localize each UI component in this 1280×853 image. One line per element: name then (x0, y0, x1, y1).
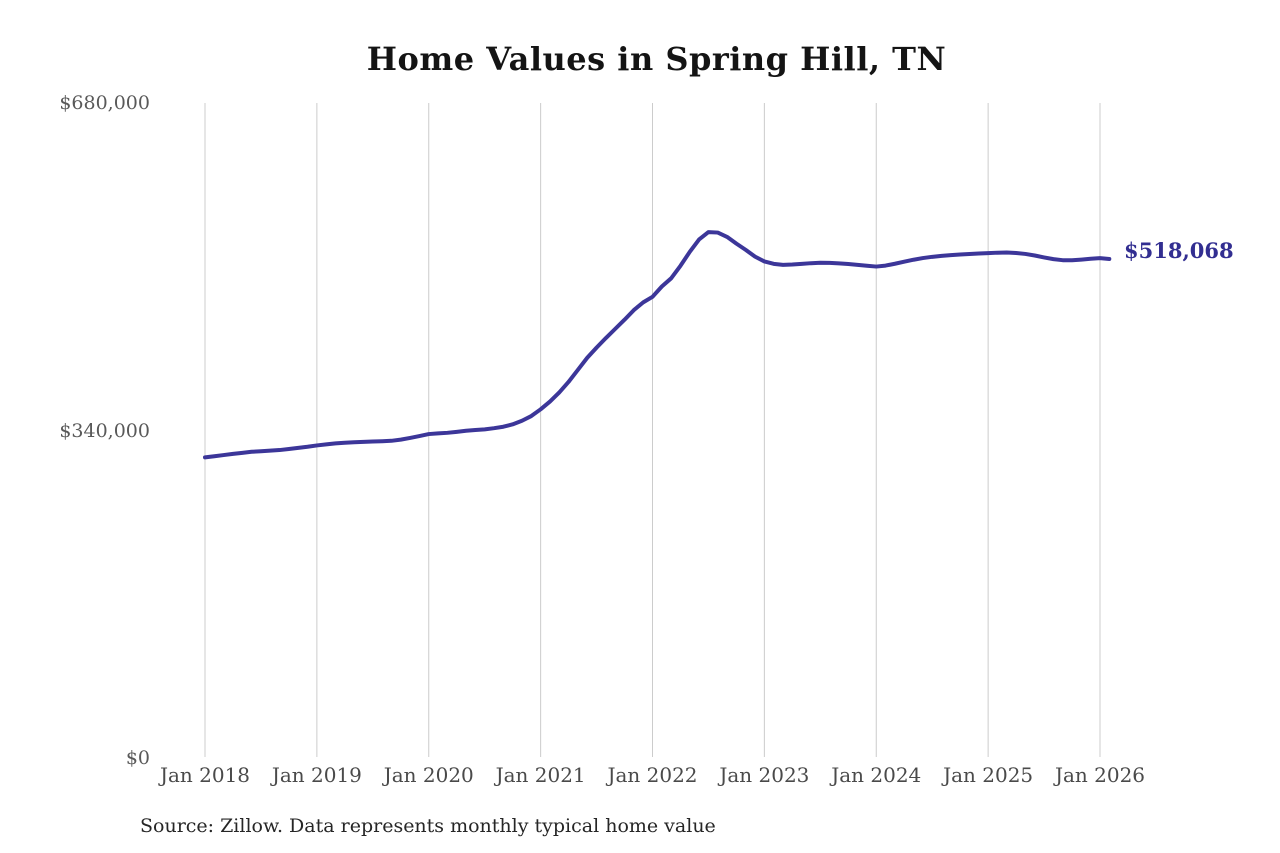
x-tick-jan-2020: Jan 2020 (383, 763, 474, 787)
x-tick-jan-2022: Jan 2022 (607, 763, 698, 787)
y-tick--340-000: $340,000 (59, 419, 150, 442)
x-tick-jan-2023: Jan 2023 (719, 763, 810, 787)
chart-title: Home Values in Spring Hill, TN (366, 40, 947, 78)
y-tick--0: $0 (125, 747, 150, 769)
home-value-line (203, 230, 1112, 460)
x-tick-jan-2026: Jan 2026 (1054, 763, 1146, 787)
latest-value-label: $518,068 (1124, 238, 1234, 263)
x-tick-jan-2021: Jan 2021 (495, 763, 586, 787)
x-tick-jan-2018: Jan 2018 (159, 763, 251, 787)
source-note: Source: Zillow. Data represents monthly … (140, 815, 716, 837)
x-tick-jan-2019: Jan 2019 (271, 763, 362, 787)
x-tick-jan-2025: Jan 2025 (943, 763, 1034, 787)
x-tick-jan-2024: Jan 2024 (831, 763, 922, 787)
y-tick--680-000: $680,000 (59, 92, 150, 114)
